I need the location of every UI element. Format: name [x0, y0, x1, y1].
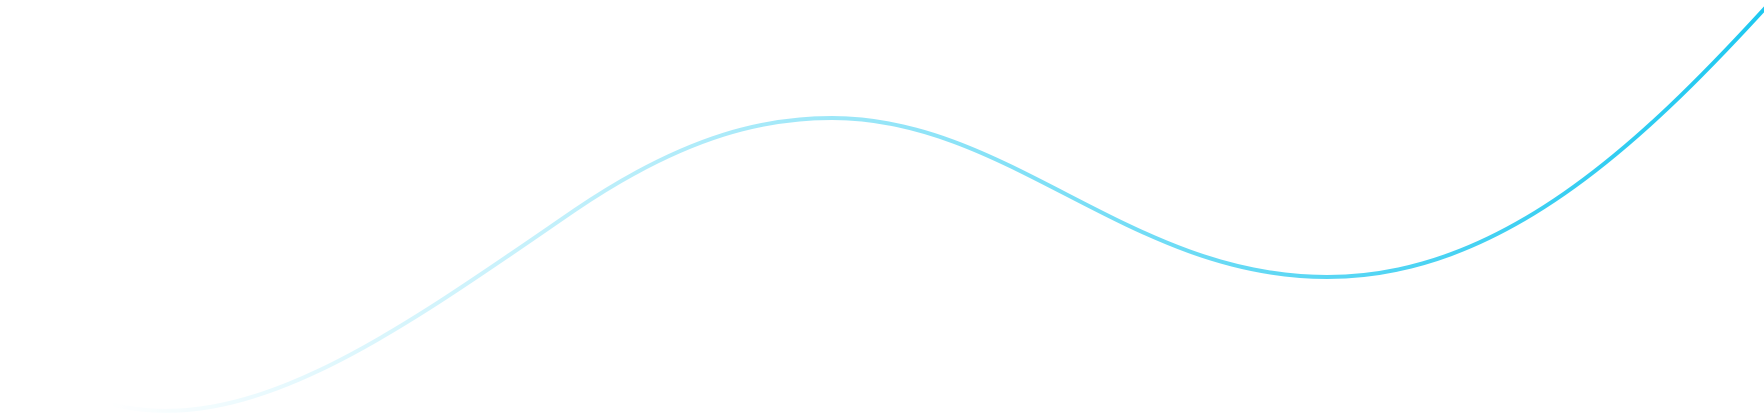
- wave-line: [108, 6, 1764, 413]
